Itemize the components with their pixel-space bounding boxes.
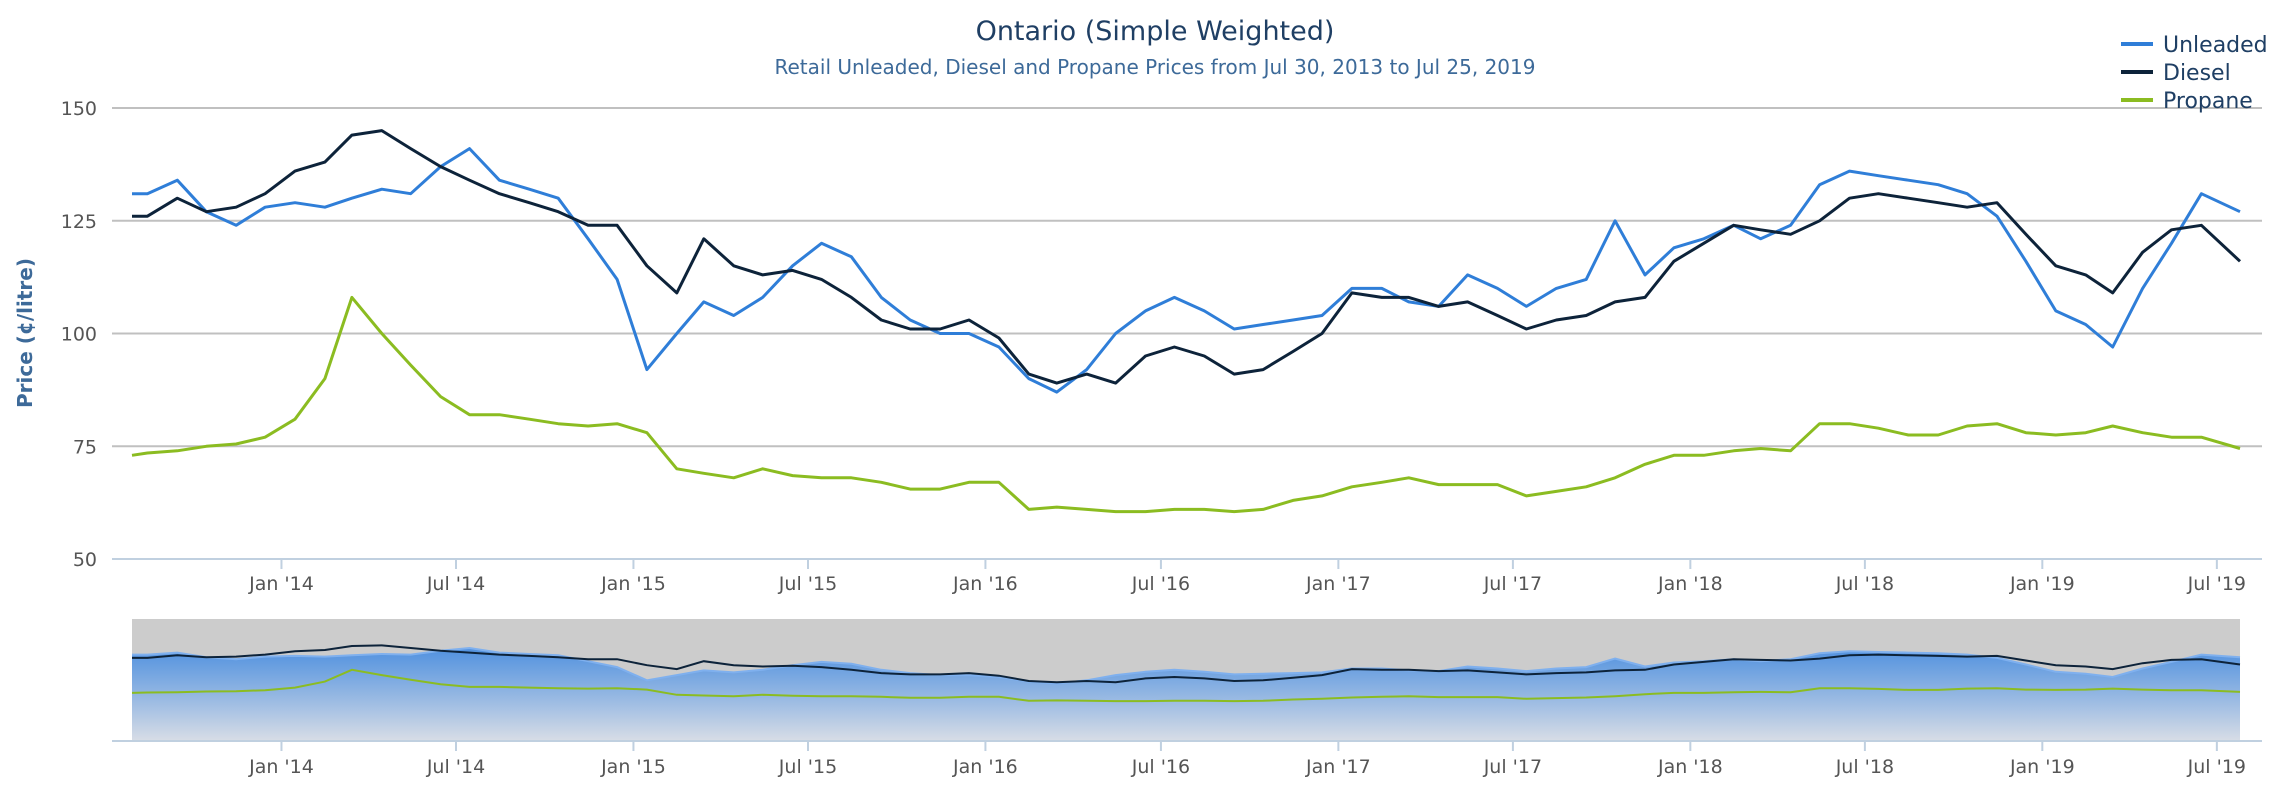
legend-item-propane[interactable]: Propane	[2121, 89, 2253, 114]
y-tick-label: 150	[61, 98, 97, 120]
legend-item-diesel[interactable]: Diesel	[2121, 61, 2231, 86]
series-line-diesel[interactable]	[132, 129, 2242, 385]
navigator-x-tick-label: Jul '14	[426, 756, 485, 778]
navigator-x-tick-label: Jul '17	[1483, 756, 1542, 778]
x-tick-label: Jan '16	[952, 573, 1018, 595]
y-axis-ticks: 50 75 100 125 150	[61, 98, 97, 571]
y-tick-label: 50	[73, 549, 97, 571]
y-tick-label: 75	[73, 436, 97, 458]
y-tick-label: 100	[61, 324, 97, 346]
navigator-x-tick-label: Jul '15	[778, 756, 837, 778]
navigator-line-unleaded	[132, 646, 2241, 685]
x-tick-label: Jul '14	[426, 573, 485, 595]
legend-swatch	[2121, 70, 2153, 74]
chart-title: Ontario (Simple Weighted)	[976, 16, 1335, 47]
navigator-x-tick-label: Jul '18	[1835, 756, 1894, 778]
x-tick-label: Jan '14	[248, 573, 314, 595]
navigator-x-tick-label: Jan '19	[2009, 756, 2075, 778]
series-lines	[131, 129, 2242, 514]
navigator-x-tick-label: Jan '18	[1657, 756, 1723, 778]
x-tick-label: Jul '15	[778, 573, 837, 595]
navigator-line-propane	[131, 668, 2241, 703]
navigator-line-diesel	[132, 644, 2241, 684]
x-tick-label: Jan '19	[2009, 573, 2075, 595]
gridlines	[112, 107, 2262, 560]
x-tick-label: Jul '19	[2187, 573, 2246, 595]
navigator-x-tick-label: Jan '17	[1305, 756, 1371, 778]
series-line-unleaded[interactable]	[132, 147, 2241, 394]
navigator-x-tick-label: Jul '19	[2187, 756, 2246, 778]
navigator-x-tick-label: Jan '16	[952, 756, 1018, 778]
x-axis-ticks: Jan '14 Jan '14 Jul '14 Jul '14 Jan '15 Jan '…	[248, 559, 2246, 778]
navigator-x-tick-label: Jan '15	[600, 756, 666, 778]
navigator-x-tick-label: Jan '14	[248, 756, 314, 778]
navigator	[112, 619, 2262, 742]
legend-item-unleaded[interactable]: Unleaded	[2121, 33, 2268, 58]
navigator-x-tick-label: Jul '16	[1131, 756, 1190, 778]
series-line-propane[interactable]	[131, 295, 2241, 514]
x-tick-label: Jul '18	[1835, 573, 1894, 595]
chart-subtitle: Retail Unleaded, Diesel and Propane Pric…	[775, 55, 1536, 79]
x-tick-label: Jan '17	[1305, 573, 1371, 595]
navigator-area-unleaded	[132, 648, 2240, 741]
legend-swatch	[2121, 42, 2153, 46]
legend-label: Unleaded	[2163, 33, 2268, 58]
x-tick-label: Jul '16	[1131, 573, 1190, 595]
legend-label: Propane	[2163, 89, 2253, 114]
x-tick-label: Jul '17	[1483, 573, 1542, 595]
legend-label: Diesel	[2163, 61, 2231, 86]
legend: Unleaded Diesel Propane	[2121, 33, 2268, 114]
y-axis-title: Price (¢/litre)	[13, 258, 37, 408]
legend-swatch	[2121, 98, 2153, 102]
x-tick-label: Jan '15	[600, 573, 666, 595]
y-tick-label: 125	[61, 211, 97, 233]
x-tick-label: Jan '18	[1657, 573, 1723, 595]
